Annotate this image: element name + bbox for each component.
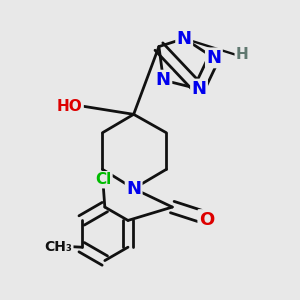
Text: N: N xyxy=(177,29,192,47)
Text: Cl: Cl xyxy=(95,172,112,187)
Text: CH₃: CH₃ xyxy=(44,240,72,254)
Text: H: H xyxy=(236,47,248,62)
Text: O: O xyxy=(199,211,214,229)
Text: HO: HO xyxy=(57,98,82,113)
Text: N: N xyxy=(126,180,141,198)
Text: N: N xyxy=(206,49,221,67)
Text: N: N xyxy=(191,80,206,98)
Text: N: N xyxy=(156,71,171,89)
